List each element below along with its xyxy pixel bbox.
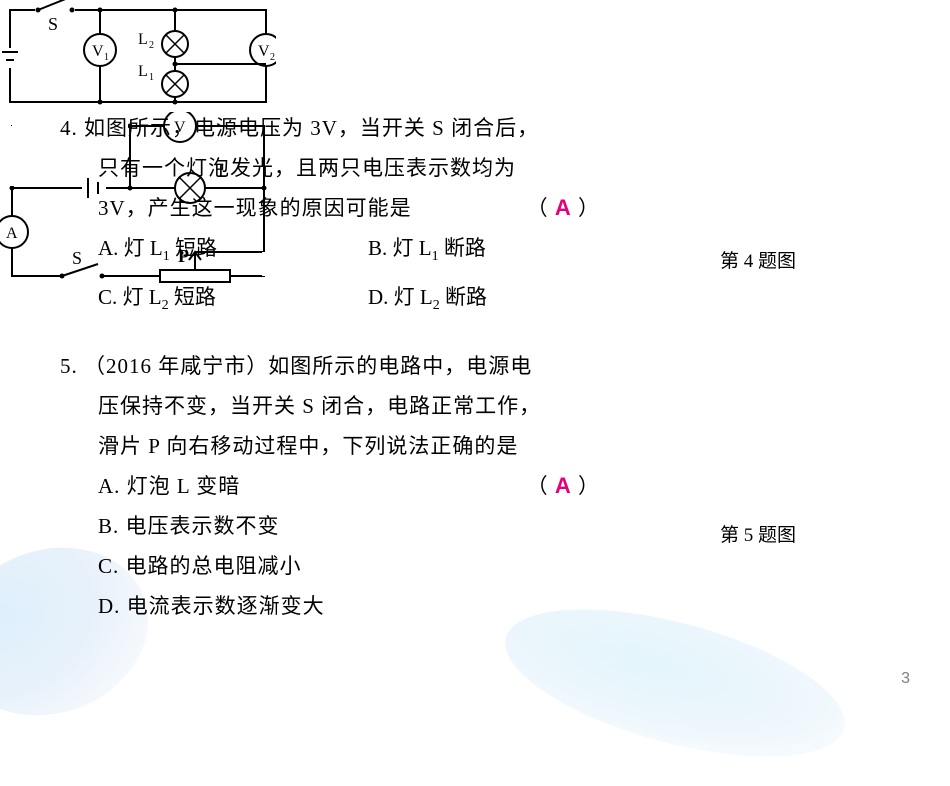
- q4-line1: 4. 如图所示，电源电压为 3V，当开关 S 闭合后，: [60, 108, 600, 148]
- q4-number: 4.: [60, 116, 78, 140]
- q4-option-c: C. 灯 L2 短路: [98, 277, 368, 326]
- svg-text:A: A: [6, 225, 18, 242]
- q4-options-row2: C. 灯 L2 短路 D. 灯 L2 断路: [60, 277, 600, 326]
- question-5: 5. （2016 年咸宁市）如图所示的电路中，电源电 压保持不变，当开关 S 闭…: [60, 346, 600, 626]
- svg-text:2: 2: [270, 52, 275, 63]
- q4-answer: A: [555, 195, 572, 220]
- q5-option-c: C. 电路的总电阻减小: [60, 546, 600, 586]
- q4-line2: 只有一个灯泡发光，且两只电压表示数均为: [60, 148, 600, 188]
- q4-option-d: D. 灯 L2 断路: [368, 277, 487, 326]
- q4-option-a: A. 灯 L1 短路: [98, 228, 368, 277]
- figure-4: S V 1 L 2 L 1 V 2: [0, 0, 276, 112]
- q4-text1: 如图所示，电源电压为 3V，当开关 S 闭合后，: [84, 116, 539, 140]
- q5-text1: （2016 年咸宁市）如图所示的电路中，电源电: [84, 354, 532, 378]
- q5-answer: A: [555, 473, 572, 498]
- q4-text3: 3V，产生这一现象的原因可能是: [98, 196, 412, 220]
- q5-option-b: B. 电压表示数不变: [60, 506, 600, 546]
- q5-line2: 压保持不变，当开关 S 闭合，电路正常工作，: [60, 386, 600, 426]
- q5-answer-paren: （ A ）: [527, 466, 600, 506]
- svg-text:1: 1: [149, 72, 154, 83]
- q5-option-a: A. 灯泡 L 变暗: [60, 466, 600, 506]
- svg-text:2: 2: [149, 40, 154, 51]
- figure-4-svg: S V 1 L 2 L 1 V 2: [0, 0, 276, 112]
- page-number: 3: [901, 670, 910, 688]
- q5-number: 5.: [60, 354, 78, 378]
- fig1-label-S: S: [48, 14, 58, 34]
- q5-line1: 5. （2016 年咸宁市）如图所示的电路中，电源电: [60, 346, 600, 386]
- figure-4-caption: 第 4 题图: [620, 246, 896, 273]
- q4-options-row1: A. 灯 L1 短路 B. 灯 L1 断路: [60, 228, 600, 277]
- q4-line3: 3V，产生这一现象的原因可能是 （ A ）: [60, 188, 600, 228]
- svg-text:L: L: [138, 31, 148, 48]
- q5-option-d: D. 电流表示数逐渐变大: [60, 586, 600, 626]
- question-4: 4. 如图所示，电源电压为 3V，当开关 S 闭合后， 只有一个灯泡发光，且两只…: [60, 108, 600, 326]
- q4-option-b: B. 灯 L1 断路: [368, 228, 486, 277]
- q4-answer-paren: （ A ）: [527, 188, 600, 228]
- svg-text:L: L: [138, 63, 148, 80]
- figure-5-caption: 第 5 题图: [620, 520, 896, 547]
- svg-text:1: 1: [104, 52, 109, 63]
- svg-text:V: V: [92, 43, 104, 60]
- content-area: 4. 如图所示，电源电压为 3V，当开关 S 闭合后， 只有一个灯泡发光，且两只…: [60, 108, 600, 646]
- q5-line3: 滑片 P 向右移动过程中，下列说法正确的是: [60, 426, 600, 466]
- svg-text:V: V: [258, 43, 270, 60]
